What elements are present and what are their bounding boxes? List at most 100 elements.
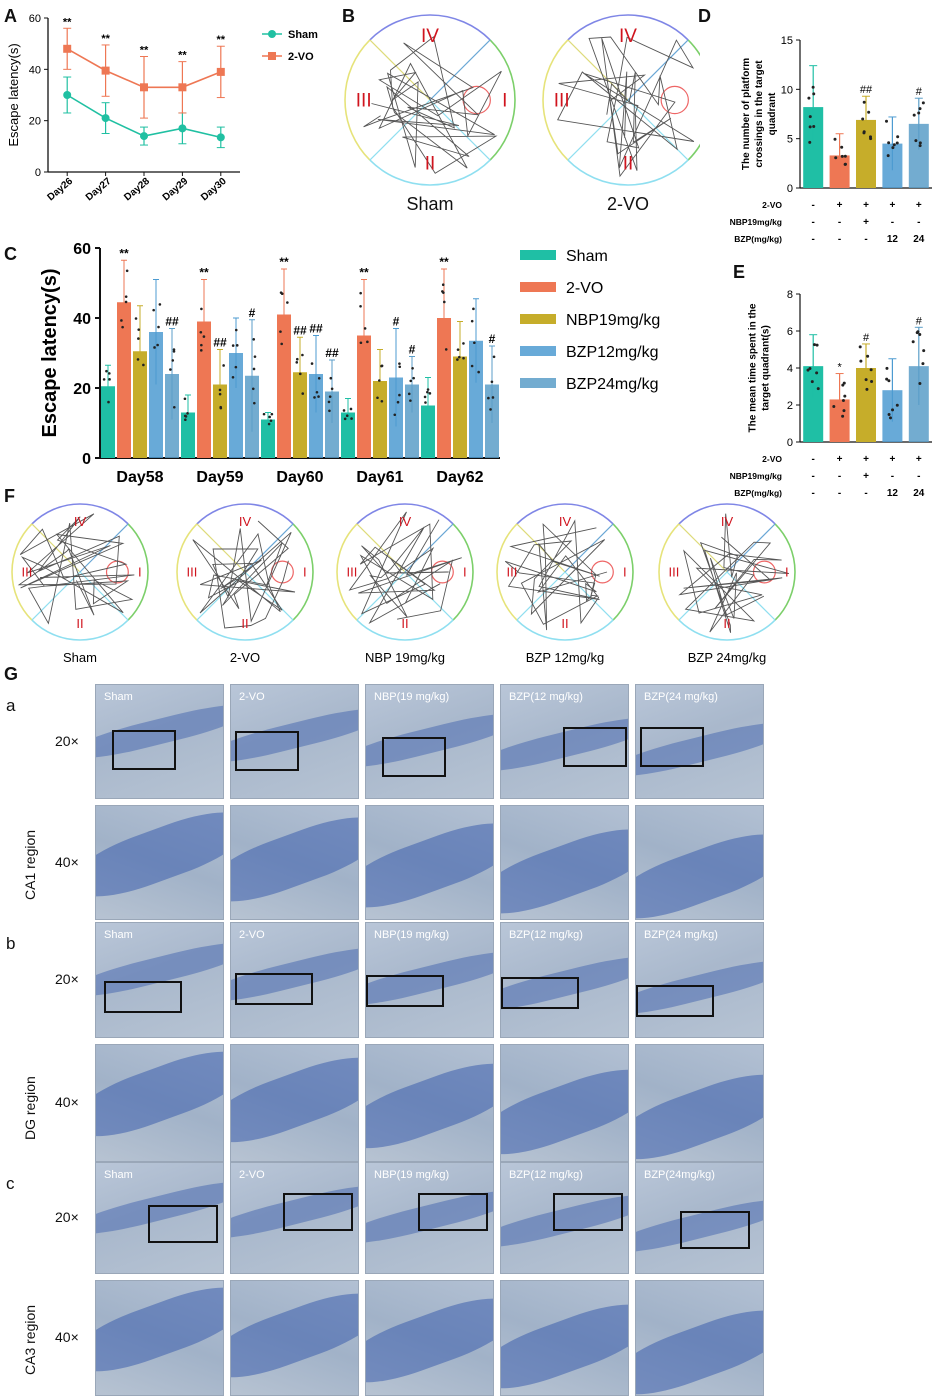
micrograph-20x: BZP(12 mg/kg) (500, 922, 629, 1038)
chartD-datapoint (843, 162, 847, 166)
maze-quadrant-label: II (241, 616, 248, 631)
c-bar-1 (197, 321, 211, 458)
maze-divider-b-2vo (567, 99, 629, 161)
maze-arc-f-3 (516, 503, 614, 525)
chartE-significance: # (916, 315, 923, 327)
maze-platform-f-3 (590, 560, 614, 584)
c-bar-3 (309, 374, 323, 458)
c-datapoint (396, 400, 400, 404)
chart-a-escape-latency: 0 20 40 60 Day26 Day27 Day28 Day29 Day30 Escape l… (6, 13, 318, 204)
chartE-bar-2 (856, 368, 876, 442)
micrograph-tag: BZP(24mg/kg) (644, 1169, 715, 1181)
chartE-datapoint (887, 379, 891, 383)
chartD-table-cell: 12 (887, 234, 899, 245)
region-label: DG region (22, 1076, 38, 1140)
chartE-datapoint (832, 405, 836, 409)
c-bar-0 (261, 419, 275, 458)
micrograph-tag: Sham (104, 1169, 133, 1181)
a-legend-label: Sham (288, 29, 318, 41)
stain-band (636, 1062, 763, 1161)
chartE-datapoint (921, 362, 925, 366)
c-significance: ** (279, 255, 289, 269)
maze-quadrant-label: I (463, 565, 467, 580)
stain-band (231, 806, 358, 914)
chartD-table-cell: + (863, 217, 869, 228)
maze-quadrant-label: IV (559, 514, 572, 529)
c-legend-label: 2-VO (566, 280, 603, 297)
c-datapoint (142, 363, 145, 367)
maze-arc-f-4 (774, 523, 796, 621)
maze-swim-path-f-1 (192, 520, 296, 629)
maze-f-caption: BZP 12mg/kg (526, 650, 605, 665)
c-significance: # (393, 315, 400, 329)
maze-b-caption-2vo: 2-VO (606, 194, 649, 214)
maze-quadrant-label: II (623, 154, 634, 175)
c-significance: # (249, 306, 256, 320)
c-datapoint (329, 376, 333, 380)
chartD-datapoint (891, 146, 895, 150)
c-datapoint (202, 335, 206, 338)
c-datapoint (199, 349, 203, 352)
chartE-y-axis-label: target quadrant(s) (761, 325, 772, 411)
chartD-datapoint (862, 131, 866, 135)
chartD-y-axis-label: quadrant (767, 92, 778, 135)
region-of-interest-box (283, 1193, 353, 1231)
chartD-datapoint (862, 100, 866, 104)
c-datapoint (456, 348, 460, 351)
maze-arc-f-0 (31, 619, 129, 641)
c-datapoint (280, 342, 283, 346)
c-datapoint (172, 350, 176, 353)
c-datapoint (137, 337, 140, 340)
micrograph-tag: NBP(19 mg/kg) (374, 691, 450, 703)
chartD-table-cell: - (812, 200, 815, 211)
c-datapoint (267, 422, 271, 426)
maze-quadrant-label: II (723, 616, 730, 631)
c-datapoint (487, 396, 490, 400)
c-bar-1 (357, 335, 371, 458)
magnification-20x: 20× (55, 732, 79, 749)
maze-arc-f-3 (516, 619, 614, 641)
micrograph-40x (365, 1044, 494, 1162)
chartD-table-label: BZP(mg/kg) (734, 234, 782, 244)
histology-sub-label: a (6, 696, 16, 715)
chartE-table-cell: - (838, 488, 841, 499)
c-datapoint (359, 304, 362, 308)
chartD-table-cell: - (838, 234, 841, 245)
c-datapoint (279, 291, 283, 294)
c-y-tick-label: 0 (82, 451, 91, 468)
panel-label-g: G (4, 664, 19, 684)
c-bar-2 (133, 351, 147, 458)
c-datapoint (231, 344, 235, 347)
c-datapoint (120, 319, 123, 322)
maze-quadrant-label: II (76, 616, 83, 631)
c-datapoint (489, 408, 492, 411)
maze-swim-path-f-3 (504, 519, 608, 631)
c-bar-3 (229, 353, 243, 458)
micrograph-20x: BZP(12 mg/kg) (500, 1162, 629, 1274)
c-datapoint (315, 390, 319, 394)
maze-arc-f-1 (196, 503, 294, 525)
maze-arc-f-2 (356, 619, 454, 641)
c-datapoint (295, 361, 299, 364)
chartE-datapoint (870, 379, 874, 383)
chartD-datapoint (918, 107, 922, 111)
c-datapoint (251, 387, 255, 391)
chartE-datapoint (841, 383, 845, 387)
panel-label-c: C (4, 244, 17, 264)
chartD-table-cell: - (812, 234, 815, 245)
chartE-datapoint (866, 354, 870, 358)
a-x-tick-label: Day30 (199, 176, 229, 204)
c-datapoint (317, 395, 320, 398)
c-datapoint (137, 328, 141, 331)
micrograph-40x (230, 1044, 359, 1162)
chartE-table-cell: - (838, 471, 841, 482)
a-legend-marker (268, 30, 276, 38)
c-datapoint (169, 368, 172, 371)
c-datapoint (363, 327, 367, 330)
c-y-tick-label: 20 (73, 381, 91, 398)
chartE-datapoint (816, 387, 820, 391)
c-legend-swatch (520, 346, 556, 356)
chartD-datapoint (892, 143, 896, 147)
stain-band (636, 822, 763, 919)
a-point-2vo (63, 44, 72, 53)
